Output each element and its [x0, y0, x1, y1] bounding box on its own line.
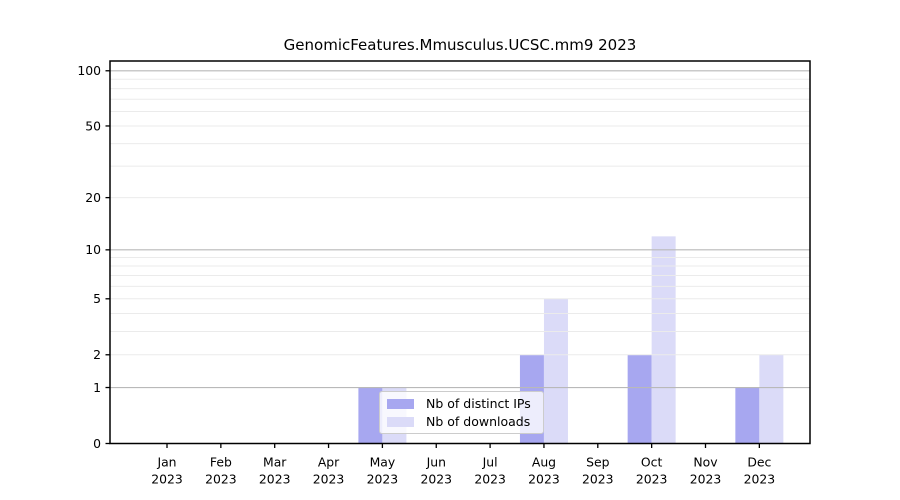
x-tick-label: May 2023: [367, 455, 399, 487]
x-tick-label: Sep 2023: [582, 455, 614, 487]
x-tick-label: Dec 2023: [744, 455, 776, 487]
x-tick-label: Feb 2023: [205, 455, 237, 487]
legend-label-distinct-ips: Nb of distinct IPs: [426, 396, 531, 411]
legend-swatch-downloads-icon: [387, 416, 414, 427]
y-tick-label: 5: [93, 291, 101, 306]
bar-distinct-ips: [627, 354, 652, 444]
chart-title: GenomicFeatures.Mmusculus.UCSC.mm9 2023: [283, 36, 637, 54]
y-tick-label: 2: [93, 347, 101, 362]
legend-item-distinct-ips: Nb of distinct IPs: [387, 396, 535, 411]
bar-distinct-ips: [735, 387, 760, 444]
x-tick-label: Oct 2023: [636, 455, 668, 487]
legend-item-downloads: Nb of downloads: [387, 413, 535, 429]
y-tick-label: 0: [93, 436, 101, 451]
bar-downloads: [651, 236, 676, 444]
bar-downloads: [759, 354, 784, 444]
x-tick-label: Nov 2023: [690, 455, 722, 487]
y-tick-label: 10: [85, 242, 101, 257]
x-tick-label: Jan 2023: [151, 455, 183, 487]
x-tick-label: Aug 2023: [528, 455, 560, 487]
y-tick-label: 1: [93, 380, 101, 395]
bar-downloads: [543, 298, 568, 444]
x-tick-label: Jun 2023: [420, 455, 452, 487]
legend-swatch-distinct-ips-icon: [387, 399, 414, 410]
legend-label-downloads: Nb of downloads: [426, 413, 531, 429]
bar-distinct-ips: [358, 387, 383, 444]
y-tick-label: 100: [77, 63, 101, 78]
x-tick-label: Apr 2023: [313, 455, 345, 487]
plot-border: [109, 60, 811, 445]
chart-legend: Nb of distinct IPs Nb of downloads: [379, 391, 544, 434]
x-tick-label: Jul 2023: [474, 455, 506, 487]
x-tick-label: Mar 2023: [259, 455, 291, 487]
y-tick-label: 20: [85, 190, 101, 205]
y-tick-label: 50: [85, 118, 101, 133]
